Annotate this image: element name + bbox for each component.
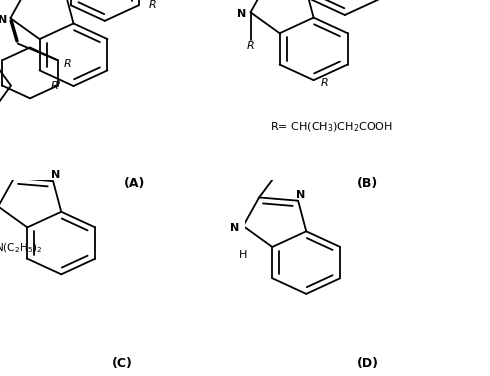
Text: H: H — [239, 250, 247, 260]
Text: R= CH(CH$_3$)CH$_2$COOH: R= CH(CH$_3$)CH$_2$COOH — [270, 120, 392, 134]
Text: (A): (A) — [124, 177, 146, 190]
Text: R: R — [148, 0, 156, 10]
Text: (C): (C) — [112, 357, 133, 370]
Text: CH$_2$CH$_2$N(C$_2$H$_5$)$_2$: CH$_2$CH$_2$N(C$_2$H$_5$)$_2$ — [0, 242, 42, 255]
Text: (D): (D) — [357, 357, 378, 370]
Text: (B): (B) — [357, 177, 378, 190]
Text: R: R — [246, 41, 254, 50]
Text: N: N — [0, 15, 8, 25]
Text: N: N — [230, 223, 239, 233]
Text: N: N — [237, 9, 246, 19]
Text: R: R — [64, 59, 72, 68]
Text: N: N — [51, 170, 60, 180]
Text: R': R' — [50, 81, 61, 91]
Text: R: R — [320, 78, 328, 88]
Text: N: N — [296, 190, 305, 200]
